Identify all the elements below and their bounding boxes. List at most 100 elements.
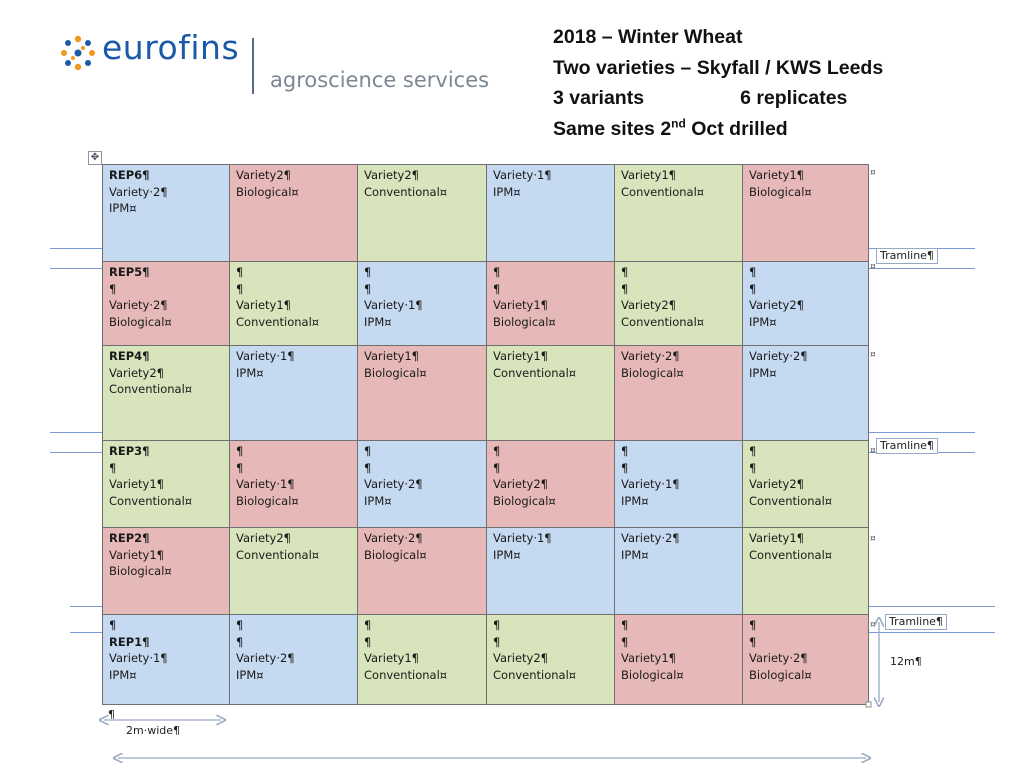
plot-cell-line: IPM¤ <box>364 493 392 508</box>
brand-subtitle: agroscience services <box>270 68 490 92</box>
plot-cell[interactable]: REP4¶ Variety2¶ Conventional¤ <box>102 345 230 441</box>
plot-cell-line: Variety2¶ <box>364 168 419 182</box>
plot-cell-line: ¶ <box>493 460 501 475</box>
table-move-handle-icon[interactable]: ✥ <box>88 151 102 165</box>
plot-cell-line: Variety2¶ <box>236 531 291 545</box>
plot-cell-line: ¶ <box>109 281 117 296</box>
replicates-text: 6 replicates <box>740 87 848 109</box>
plot-layout-grid: REP6¶ Variety·2¶ IPM¤ Variety2¶ Biological¤ V… <box>102 164 869 705</box>
plot-cell-line: Variety1¶ <box>364 349 419 363</box>
plot-cell-line: Variety2¶ <box>749 298 804 312</box>
plot-cell[interactable]: ¶ ¶ Variety2¶ Conventional¤ <box>614 261 743 346</box>
plot-cell[interactable]: Variety·2¶ Biological¤ <box>357 527 487 615</box>
plot-cell-line: ¶ <box>236 460 244 475</box>
plot-cell[interactable]: Variety·2¶ Biological¤ <box>614 345 743 441</box>
plot-cell-line: IPM¤ <box>621 547 649 562</box>
brand-name: eurofins <box>102 28 240 67</box>
plot-cell-line: ¶ <box>236 618 244 632</box>
plot-cell-line: Variety·2¶ <box>364 531 423 545</box>
plot-cell[interactable]: REP5¶ ¶ Variety·2¶ Biological¤ <box>102 261 230 346</box>
plot-cell-line: IPM¤ <box>493 184 521 199</box>
plot-cell[interactable]: ¶ ¶ Variety·2¶ IPM¤ <box>229 614 358 705</box>
plot-cell[interactable]: ¶ ¶ Variety1¶ Conventional¤ <box>357 614 487 705</box>
plot-cell-line: Biological¤ <box>493 314 556 329</box>
plot-cell-line: ¶ <box>364 618 372 632</box>
plot-cell-line: ¶ <box>236 265 244 279</box>
plot-cell-line: ¶ <box>749 618 757 632</box>
trial-description: 2018 – Winter Wheat Two varieties – Skyf… <box>553 22 883 144</box>
plot-cell-line: Variety·2¶ <box>621 349 680 363</box>
plot-cell-line: Variety1¶ <box>621 168 676 182</box>
plot-cell-line: IPM¤ <box>493 547 521 562</box>
plot-cell-line: Biological¤ <box>621 667 684 682</box>
plot-cell-line: ¶ <box>236 444 244 458</box>
plot-cell[interactable]: ¶ ¶ Variety2¶ Conventional¤ <box>486 614 615 705</box>
plot-cell[interactable]: REP2¶ Variety1¶ Biological¤ <box>102 527 230 615</box>
plot-cell[interactable]: ¶ ¶ Variety1¶ Biological¤ <box>614 614 743 705</box>
plot-cell-line: ¶ <box>364 281 372 296</box>
plot-cell-line: Biological¤ <box>109 314 172 329</box>
plot-cell-line: ¶ <box>236 634 244 649</box>
plot-cell-line: Conventional¤ <box>493 667 577 682</box>
plot-cell[interactable]: ¶ ¶ Variety·1¶ IPM¤ <box>357 261 487 346</box>
plot-cell-line: REP3¶ <box>109 444 150 458</box>
plot-cell-line: Variety·1¶ <box>364 298 423 312</box>
plot-cell-line: Biological¤ <box>236 184 299 199</box>
plot-cell[interactable]: ¶ REP1¶ Variety·1¶ IPM¤ <box>102 614 230 705</box>
plot-cell[interactable]: Variety2¶ Conventional¤ <box>357 164 487 262</box>
plot-cell[interactable]: Variety1¶ Conventional¤ <box>486 345 615 441</box>
plot-cell-line: IPM¤ <box>236 365 264 380</box>
plot-cell-line: Biological¤ <box>493 493 556 508</box>
plot-cell-line: IPM¤ <box>109 667 137 682</box>
plot-cell-line: Conventional¤ <box>236 547 320 562</box>
plot-cell[interactable]: Variety1¶ Biological¤ <box>357 345 487 441</box>
plot-cell[interactable]: Variety·2¶ IPM¤ <box>614 527 743 615</box>
row-end-mark: ¤ <box>870 446 876 456</box>
plot-cell-line: ¶ <box>364 634 372 649</box>
plot-cell[interactable]: ¶ ¶ Variety·2¶ IPM¤ <box>357 440 487 528</box>
plot-cell-line: Variety·2¶ <box>749 651 808 665</box>
plot-width-label: 2m·wide¶ <box>126 724 181 737</box>
plot-height-label: 12m¶ <box>890 655 922 668</box>
plot-cell[interactable]: Variety·2¶ IPM¤ <box>742 345 869 441</box>
plot-cell-line: ¶ <box>621 265 629 279</box>
plot-cell-line: Variety·1¶ <box>109 651 168 665</box>
plot-cell[interactable]: ¶ ¶ Variety2¶ IPM¤ <box>742 261 869 346</box>
plot-cell[interactable]: REP6¶ Variety·2¶ IPM¤ <box>102 164 230 262</box>
plot-cell-line: ¶ <box>749 265 757 279</box>
plot-cell-line: IPM¤ <box>749 365 777 380</box>
plot-cell-line: Variety1¶ <box>749 531 804 545</box>
plot-cell-line: ¶ <box>621 618 629 632</box>
plot-cell[interactable]: Variety1¶ Conventional¤ <box>614 164 743 262</box>
plot-cell[interactable]: ¶ ¶ Variety·2¶ Biological¤ <box>742 614 869 705</box>
plot-cell[interactable]: REP3¶ ¶ Variety1¶ Conventional¤ <box>102 440 230 528</box>
variants-text: 3 variants <box>553 87 645 109</box>
plot-cell-line: REP1¶ <box>109 634 150 649</box>
plot-cell-line: REP4¶ <box>109 349 150 363</box>
plot-cell[interactable]: ¶ ¶ Variety1¶ Conventional¤ <box>229 261 358 346</box>
plot-cell-line: Biological¤ <box>364 547 427 562</box>
plot-cell-line: ¶ <box>621 444 629 458</box>
plot-cell[interactable]: Variety1¶ Conventional¤ <box>742 527 869 615</box>
plot-cell[interactable]: ¶ ¶ Variety2¶ Conventional¤ <box>742 440 869 528</box>
plot-cell-line: ¶ <box>749 634 757 649</box>
plot-cell-line: Variety2¶ <box>749 477 804 491</box>
plot-cell[interactable]: Variety2¶ Conventional¤ <box>229 527 358 615</box>
plot-cell-line: Variety2¶ <box>109 365 164 380</box>
tramline-label: Tramline¶ <box>876 248 938 264</box>
plot-cell[interactable]: Variety·1¶ IPM¤ <box>486 527 615 615</box>
plot-cell-line: Biological¤ <box>621 365 684 380</box>
plot-cell-line: IPM¤ <box>109 201 137 215</box>
plot-cell[interactable]: ¶ ¶ Variety1¶ Biological¤ <box>486 261 615 346</box>
plot-cell[interactable]: Variety1¶ Biological¤ <box>742 164 869 262</box>
plot-cell-line: Variety·1¶ <box>236 477 295 491</box>
plot-cell-line: Conventional¤ <box>749 493 833 508</box>
corner-marker <box>865 701 872 708</box>
plot-cell-line: ¶ <box>364 444 372 458</box>
plot-cell-line: Variety·1¶ <box>236 349 295 363</box>
tramline-label: Tramline¶ <box>876 438 938 454</box>
plot-cell-line: Variety·2¶ <box>236 651 295 665</box>
plot-cell-line: Biological¤ <box>364 365 427 380</box>
plot-cell[interactable]: Variety·1¶ IPM¤ <box>486 164 615 262</box>
plot-cell[interactable]: ¶ ¶ Variety2¶ Biological¤ <box>486 440 615 528</box>
